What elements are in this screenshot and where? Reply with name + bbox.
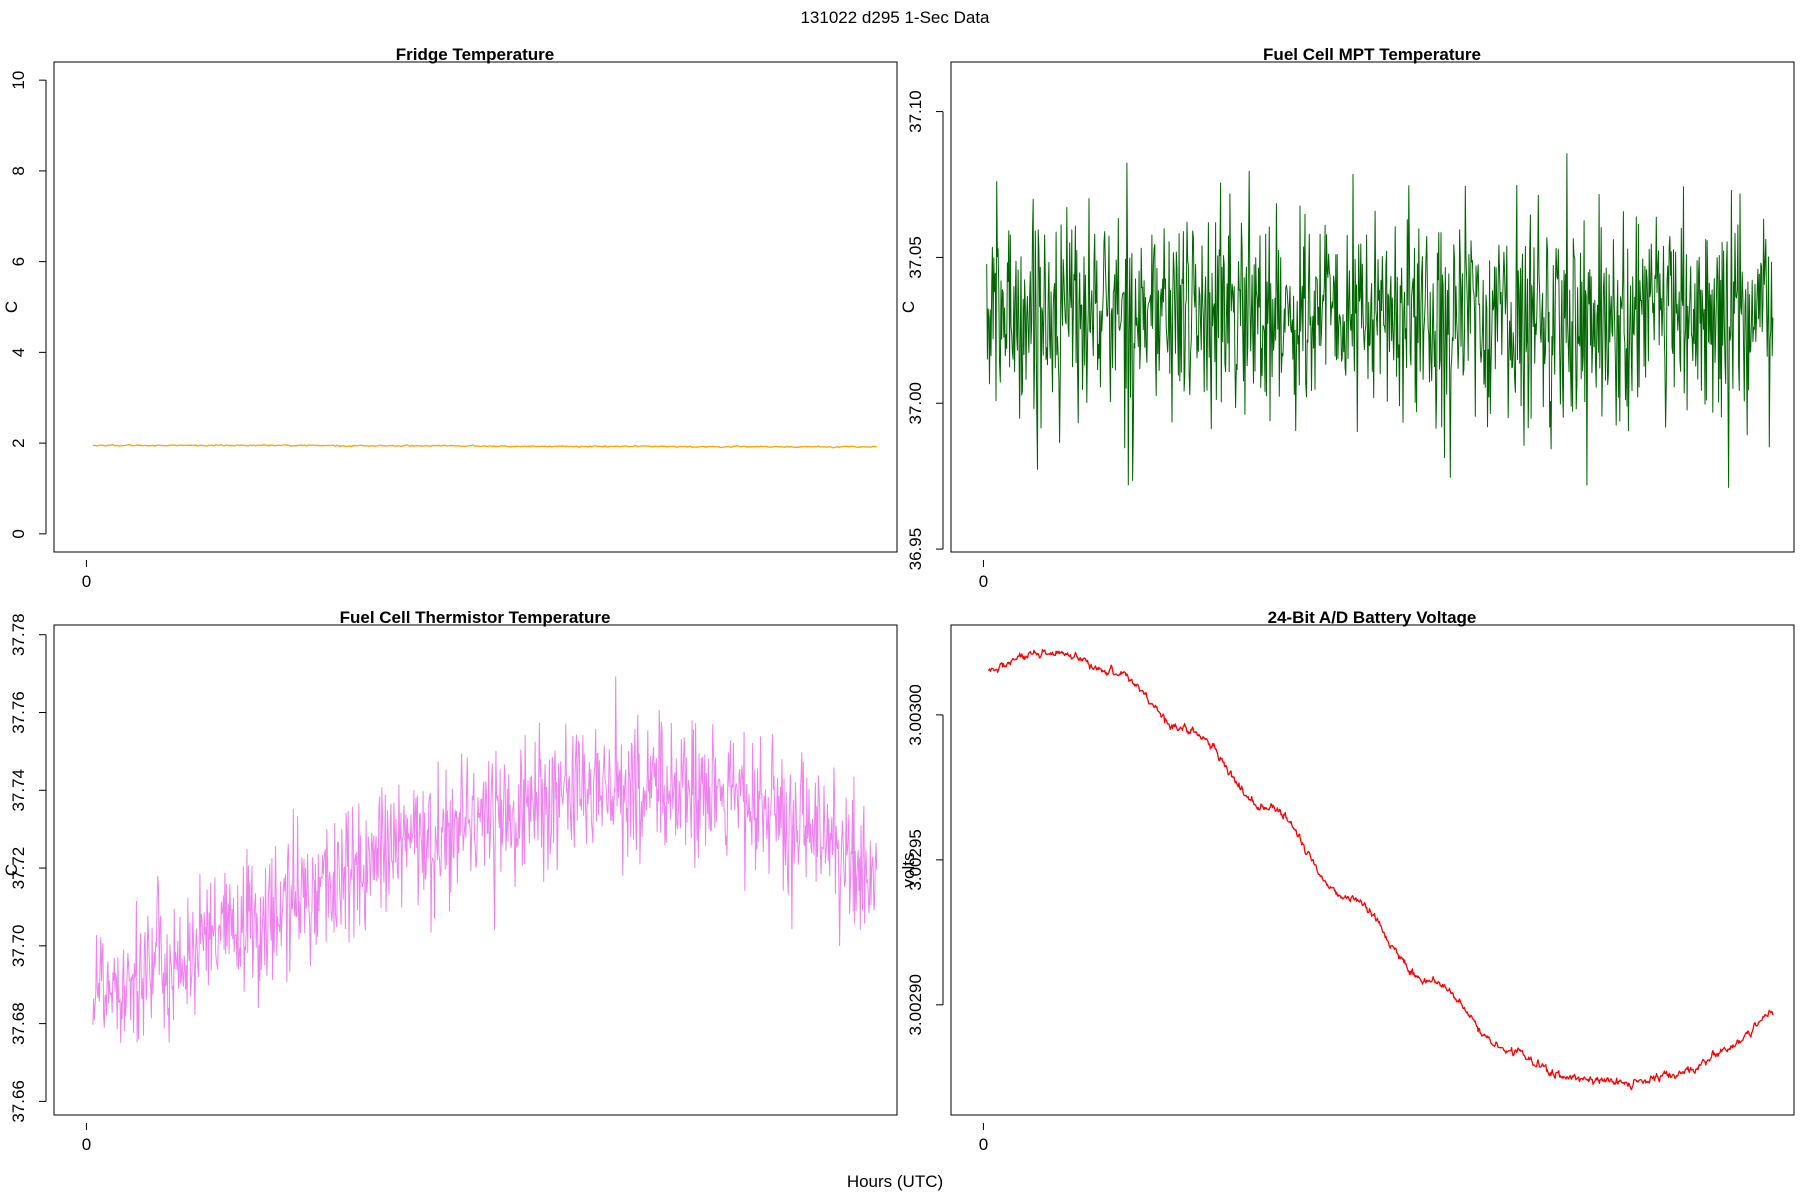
y-tick-label: 10 xyxy=(9,71,28,90)
y-axis-label: C xyxy=(899,301,918,313)
y-axis-label: C xyxy=(2,301,21,313)
panel-fuel-cell-mpt-temperature: Fuel Cell MPT Temperature 36.95 37.00 37.0… xyxy=(899,45,1795,591)
y-tick-label: 37.10 xyxy=(906,90,925,133)
series-layer xyxy=(92,676,878,1043)
y-tick-label: 37.76 xyxy=(9,691,28,734)
series-line-mpt-0 xyxy=(986,153,1774,488)
tick-layer: 3.00290 3.00295 3.00300 0 xyxy=(906,684,988,1154)
y-tick-label: 3.00295 xyxy=(906,829,925,890)
series-layer xyxy=(987,648,1774,1091)
panel-title: 24-Bit A/D Battery Voltage xyxy=(1268,608,1477,627)
y-tick-label: 3.00290 xyxy=(906,974,925,1035)
y-tick-label: 2 xyxy=(9,438,28,447)
x-tick-label: 0 xyxy=(82,1135,91,1154)
y-tick-label: 37.05 xyxy=(906,236,925,279)
y-tick-label: 8 xyxy=(9,166,28,175)
tick-layer: 37.66 37.68 37.70 37.72 37.74 37.76 37.78 0 xyxy=(9,613,91,1154)
x-tick-label: 0 xyxy=(979,1135,988,1154)
y-tick-label: 36.95 xyxy=(906,528,925,571)
y-tick-label: 4 xyxy=(9,348,28,357)
tick-layer: 36.95 37.00 37.05 37.10 0 xyxy=(906,90,988,591)
y-tick-label: 37.78 xyxy=(9,613,28,656)
series-layer xyxy=(986,153,1774,488)
panel-title: Fuel Cell MPT Temperature xyxy=(1263,45,1481,64)
y-tick-label: 37.70 xyxy=(9,925,28,968)
y-tick-label: 37.00 xyxy=(906,382,925,425)
y-tick-label: 6 xyxy=(9,257,28,266)
panel-fridge-temperature: Fridge Temperature 0 2 4 6 8 10 0 C xyxy=(2,45,898,591)
y-axis-label: volts xyxy=(899,853,918,888)
plot-frame xyxy=(950,61,1795,553)
tick-layer: 0 2 4 6 8 10 0 xyxy=(9,71,91,591)
x-tick-label: 0 xyxy=(82,572,91,591)
series-layer xyxy=(92,443,878,449)
panel-fuel-cell-thermistor-temperature: Fuel Cell Thermistor Temperature 37.6637… xyxy=(2,608,898,1154)
y-tick-label: 3.00300 xyxy=(906,684,925,745)
y-tick-label: 37.72 xyxy=(9,847,28,890)
plot-frame xyxy=(53,624,898,1116)
series-line-fridge-0 xyxy=(92,443,878,449)
plot-frame xyxy=(53,61,898,553)
y-tick-label: 37.74 xyxy=(9,769,28,812)
panel-title: Fuel Cell Thermistor Temperature xyxy=(340,608,611,627)
y-axis-label: C xyxy=(2,864,21,876)
series-line-thermistor-0 xyxy=(92,676,878,1043)
figure-x-axis-label: Hours (UTC) xyxy=(847,1172,943,1191)
y-tick-label: 37.68 xyxy=(9,1002,28,1045)
panel-title: Fridge Temperature xyxy=(396,45,554,64)
figure-title: 131022 d295 1-Sec Data xyxy=(800,8,990,27)
y-tick-label: 37.66 xyxy=(9,1080,28,1123)
series-line-battery-0 xyxy=(987,648,1774,1091)
x-tick-label: 0 xyxy=(979,572,988,591)
panel-battery-voltage: 24-Bit A/D Battery Voltage 3.002903.0029… xyxy=(899,608,1795,1154)
y-tick-label: 0 xyxy=(9,529,28,538)
plot-frame xyxy=(950,624,1795,1116)
